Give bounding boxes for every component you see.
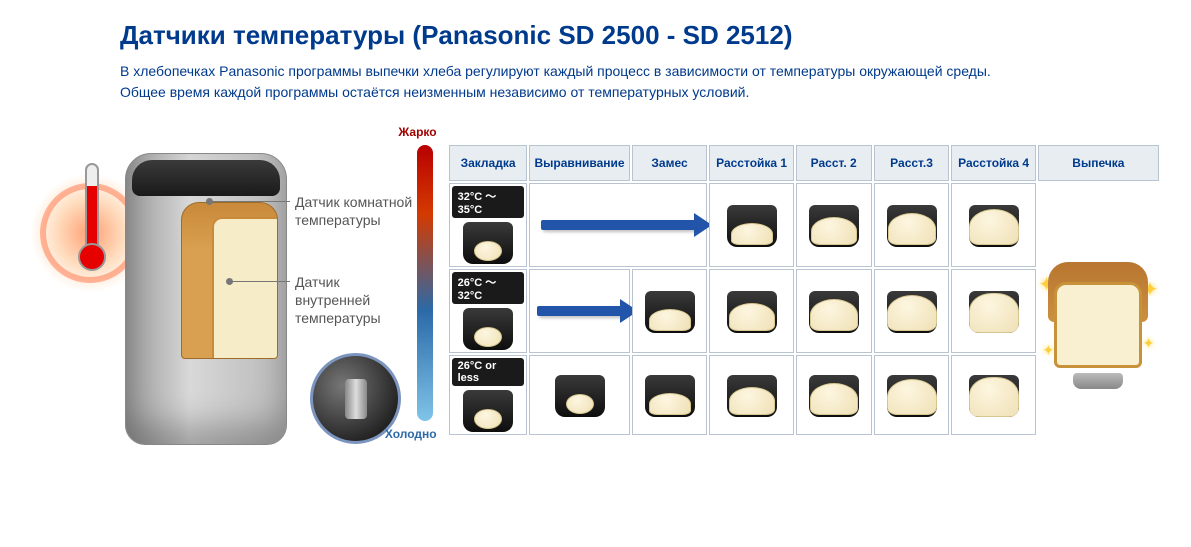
baked-bread-illustration: ✦ ✦ ✦ ✦: [1048, 262, 1148, 377]
cell-zakladka: 32°C ～ 35°C: [449, 183, 528, 267]
cell-dough: [951, 269, 1035, 353]
cell-dough: [796, 183, 872, 267]
temperature-bar: Жарко Холодно: [405, 143, 437, 423]
col-vyravnivanie: Выравнивание: [529, 145, 629, 181]
cell-zakladka: 26°C ～ 32°C: [449, 269, 528, 353]
room-sensor-label: Датчик комнатной температуры: [295, 193, 415, 229]
cell-zakladka: 26°C or less: [449, 355, 528, 435]
result-bread-cell: ✦ ✦ ✦ ✦: [1038, 183, 1159, 435]
cell-dough: [874, 269, 950, 353]
cell-dough: [632, 355, 708, 435]
sparkle-icon: ✦: [1042, 342, 1054, 359]
cell-arrow: [529, 183, 707, 267]
device-panel: Датчик комнатной температуры Датчик внут…: [30, 143, 395, 473]
inner-sensor-label: Датчик внутренней температуры: [295, 273, 415, 328]
cell-dough: [529, 355, 629, 435]
breadmaker-illustration: [125, 153, 287, 445]
cell-arrow: [529, 269, 629, 353]
desc-line-1: В хлебопечках Panasonic программы выпечк…: [120, 63, 991, 79]
arrow-icon: [537, 306, 622, 316]
pan-icon: [463, 308, 513, 350]
pan-icon: [463, 390, 513, 432]
col-rasst3: Расст.3: [874, 145, 950, 181]
cell-dough: [709, 355, 793, 435]
cell-dough: [796, 269, 872, 353]
arrow-icon: [541, 220, 696, 230]
col-rasst2: Расст. 2: [796, 145, 872, 181]
col-rasst4: Расстойка 4: [951, 145, 1035, 181]
col-vypechka: Выпечка: [1038, 145, 1159, 181]
desc-line-2: Общее время каждой программы остаётся не…: [120, 84, 749, 100]
cell-dough: [874, 355, 950, 435]
cell-dough: [951, 355, 1035, 435]
tempbar-hot-label: Жарко: [398, 125, 436, 139]
temp-chip: 32°C ～ 35°C: [452, 186, 525, 218]
sparkle-icon: ✦: [1143, 335, 1155, 352]
page-title: Датчики температуры (Panasonic SD 2500 -…: [120, 20, 1161, 51]
col-zakladka: Закладка: [449, 145, 528, 181]
cell-dough: [632, 269, 708, 353]
stage-table: Закладка Выравнивание Замес Расстойка 1 …: [447, 143, 1161, 437]
content-row: Датчик комнатной температуры Датчик внут…: [30, 143, 1161, 473]
cell-dough: [874, 183, 950, 267]
thermometer-icon: [78, 163, 102, 273]
temp-chip: 26°C or less: [452, 358, 525, 386]
temp-chip: 26°C ～ 32°C: [452, 272, 525, 304]
cell-dough: [951, 183, 1035, 267]
col-rasst1: Расстойка 1: [709, 145, 793, 181]
cell-dough: [709, 183, 793, 267]
pan-icon: [463, 222, 513, 264]
cell-dough: [796, 355, 872, 435]
cell-dough: [709, 269, 793, 353]
description: В хлебопечках Panasonic программы выпечк…: [120, 61, 1161, 103]
table-row: 32°C ～ 35°C ✦ ✦ ✦ ✦: [449, 183, 1159, 267]
col-zames: Замес: [632, 145, 708, 181]
tempbar-cold-label: Холодно: [385, 427, 437, 441]
